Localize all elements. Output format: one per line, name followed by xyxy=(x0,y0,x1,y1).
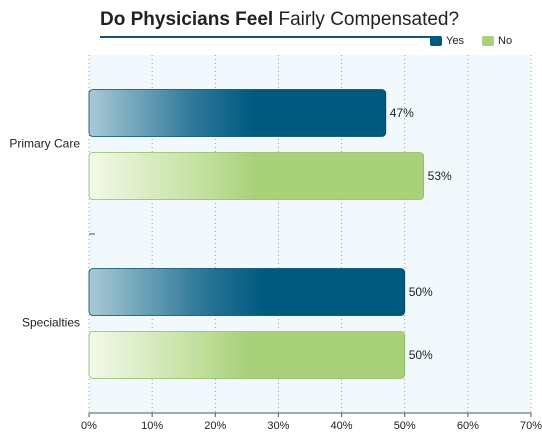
x-tick-label-60: 60% xyxy=(457,420,479,432)
legend-item-yes: Yes xyxy=(430,35,464,47)
bar-no-0 xyxy=(88,152,425,200)
legend-label-yes: Yes xyxy=(446,35,464,47)
category-label-0: Primary Care xyxy=(9,137,80,151)
category-label-1: Specialties xyxy=(22,316,80,330)
chart-title-bold: Do Physicians Feel xyxy=(100,9,274,30)
legend-label-no: No xyxy=(498,35,513,47)
legend-item-no: No xyxy=(482,35,512,47)
legend-swatch-no xyxy=(482,36,494,46)
bar-no-1 xyxy=(88,331,406,379)
data-label-yes-1: 50% xyxy=(409,285,433,299)
bar-yes-1 xyxy=(88,268,406,316)
x-tick-label-50: 50% xyxy=(394,420,416,432)
x-tick-label-10: 10% xyxy=(141,420,163,432)
legend-swatch-yes xyxy=(430,36,442,46)
title-underline xyxy=(100,36,440,38)
x-tick-label-40: 40% xyxy=(331,420,353,432)
x-tick-label-0: 0% xyxy=(81,420,97,432)
data-label-no-1: 50% xyxy=(409,348,433,362)
data-label-yes-0: 47% xyxy=(390,106,414,120)
legend: Yes No xyxy=(430,35,540,51)
data-label-no-0: 53% xyxy=(428,169,452,183)
chart-title: Do Physicians Feel Fairly Compensated? xyxy=(100,4,459,38)
x-tick-label-30: 30% xyxy=(267,420,289,432)
x-tick-label-70: 70% xyxy=(520,420,542,432)
bar-yes-0 xyxy=(88,89,387,137)
chart-title-regular: Fairly Compensated? xyxy=(278,9,460,30)
x-tick-label-20: 20% xyxy=(204,420,226,432)
